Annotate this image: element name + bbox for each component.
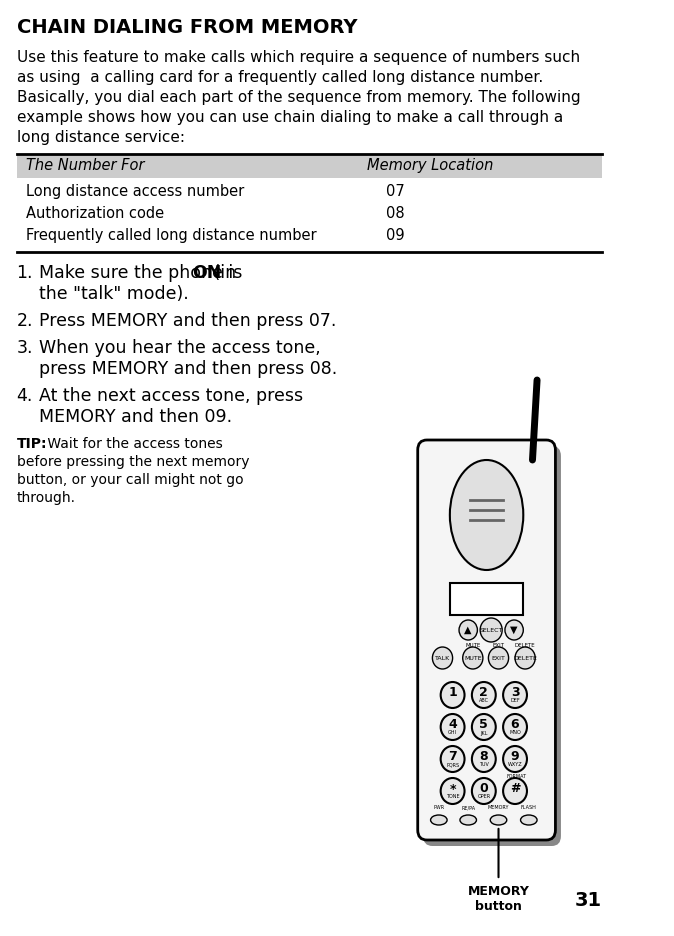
Text: ABC: ABC [479,698,489,704]
Text: JKL: JKL [480,730,487,736]
Text: DELETE: DELETE [515,643,535,648]
Text: press MEMORY and then press 08.: press MEMORY and then press 08. [38,360,337,378]
Text: MUTE: MUTE [465,643,481,648]
Text: 8: 8 [479,751,488,764]
Text: SELECT: SELECT [479,627,503,633]
Text: EXIT: EXIT [491,655,506,661]
Text: (in: (in [208,264,237,282]
Text: 4: 4 [448,719,457,732]
Text: the "talk" mode).: the "talk" mode). [38,285,188,303]
Text: WXYZ: WXYZ [508,763,522,768]
Text: Frequently called long distance number: Frequently called long distance number [26,228,316,243]
Text: 7: 7 [448,751,457,764]
Circle shape [472,746,496,772]
Text: long distance service:: long distance service: [17,130,185,145]
FancyBboxPatch shape [17,154,603,178]
Text: DELETE: DELETE [513,655,537,661]
Circle shape [489,647,509,669]
Text: FORMAT: FORMAT [507,774,527,779]
Circle shape [472,682,496,708]
Circle shape [515,647,535,669]
Circle shape [472,714,496,740]
Circle shape [433,647,453,669]
FancyBboxPatch shape [450,583,523,615]
Text: 3.: 3. [17,339,33,357]
Text: Basically, you dial each part of the sequence from memory. The following: Basically, you dial each part of the seq… [17,90,580,105]
Circle shape [441,714,464,740]
Text: before pressing the next memory: before pressing the next memory [17,455,249,469]
FancyBboxPatch shape [418,440,555,840]
Text: 6: 6 [511,719,520,732]
Text: EXIT: EXIT [493,643,505,648]
Text: 1.: 1. [17,264,33,282]
Text: 09: 09 [386,228,404,243]
Text: PQRS: PQRS [446,763,459,768]
Text: #: # [510,782,520,796]
Circle shape [441,746,464,772]
FancyBboxPatch shape [423,446,561,846]
Text: 9: 9 [511,751,520,764]
Text: TUV: TUV [479,763,489,768]
Text: PWR: PWR [433,805,444,810]
Circle shape [503,682,527,708]
Text: RE/PA: RE/PA [461,805,475,810]
Text: Authorization code: Authorization code [26,206,164,221]
Circle shape [441,778,464,804]
Text: button, or your call might not go: button, or your call might not go [17,473,243,487]
Circle shape [463,647,483,669]
Text: MEMORY
button: MEMORY button [468,885,530,913]
Text: TONE: TONE [446,795,460,799]
Text: through.: through. [17,491,75,505]
Text: ▼: ▼ [510,625,518,635]
Ellipse shape [460,815,477,825]
Circle shape [503,746,527,772]
Text: 0: 0 [479,782,488,796]
Text: MEMORY and then 09.: MEMORY and then 09. [38,408,232,426]
Circle shape [472,778,496,804]
Text: as using  a calling card for a frequently called long distance number.: as using a calling card for a frequently… [17,70,543,85]
Text: TIP:: TIP: [17,437,47,451]
Circle shape [459,620,477,640]
Text: FLASH: FLASH [521,805,537,810]
Ellipse shape [490,815,507,825]
Text: ▲: ▲ [464,625,472,635]
Text: 3: 3 [511,686,520,699]
Ellipse shape [431,815,447,825]
Text: 08: 08 [386,206,404,221]
Text: DEF: DEF [510,698,520,704]
Circle shape [503,778,527,804]
Text: MNO: MNO [509,730,521,736]
Text: At the next access tone, press: At the next access tone, press [38,387,303,405]
Circle shape [441,682,464,708]
Text: GHI: GHI [448,730,457,736]
Text: Wait for the access tones: Wait for the access tones [43,437,222,451]
Text: example shows how you can use chain dialing to make a call through a: example shows how you can use chain dial… [17,110,563,125]
Text: 31: 31 [575,891,603,910]
Text: 2.: 2. [17,312,33,330]
Text: *: * [450,782,456,796]
Circle shape [480,618,502,642]
Ellipse shape [520,815,537,825]
Text: 2: 2 [479,686,488,699]
Text: Press MEMORY and then press 07.: Press MEMORY and then press 07. [38,312,336,330]
Text: OPER: OPER [477,795,491,799]
Text: 4.: 4. [17,387,33,405]
Text: The Number For: The Number For [26,158,144,173]
Circle shape [505,620,523,640]
Text: When you hear the access tone,: When you hear the access tone, [38,339,320,357]
Text: Use this feature to make calls which require a sequence of numbers such: Use this feature to make calls which req… [17,50,580,65]
Text: CHAIN DIALING FROM MEMORY: CHAIN DIALING FROM MEMORY [17,18,357,37]
Text: Memory Location: Memory Location [367,158,493,173]
Circle shape [503,714,527,740]
Text: Long distance access number: Long distance access number [26,184,244,199]
Text: MEMORY: MEMORY [488,805,510,810]
Text: Make sure the phone is: Make sure the phone is [38,264,247,282]
Text: 07: 07 [386,184,404,199]
Text: 5: 5 [479,719,488,732]
Text: 1: 1 [448,686,457,699]
Text: ON: ON [191,264,221,282]
Text: TALK: TALK [435,655,450,661]
Ellipse shape [450,460,523,570]
Text: MUTE: MUTE [464,655,482,661]
